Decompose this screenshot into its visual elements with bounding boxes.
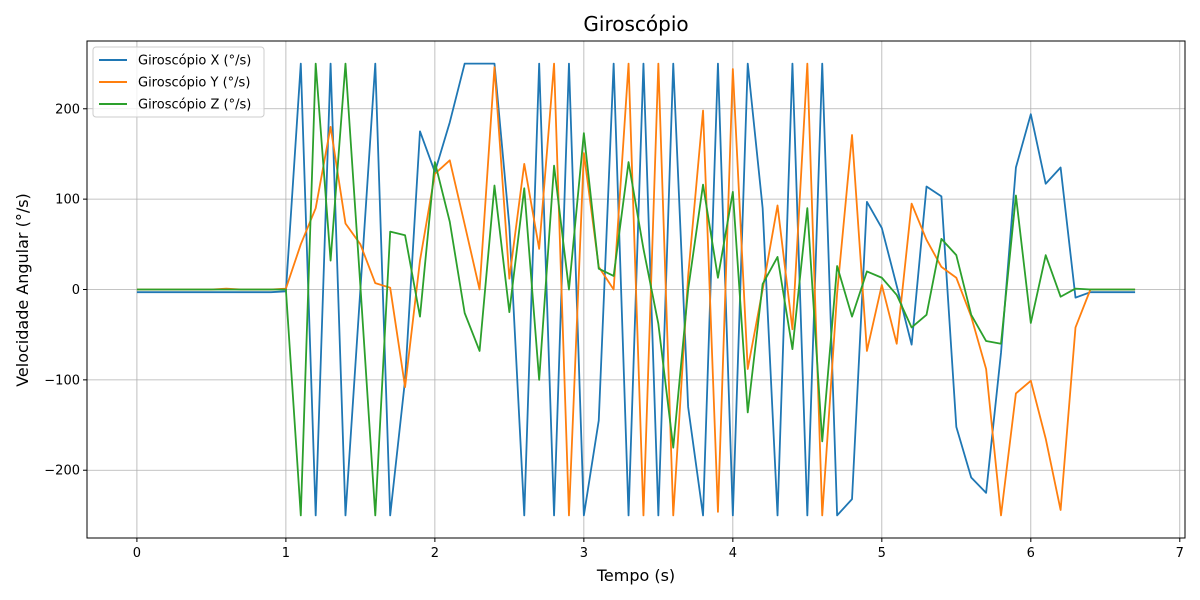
y-tick-label: −200 — [44, 464, 80, 479]
x-tick-label: 0 — [133, 546, 141, 561]
y-tick-label: 100 — [55, 193, 80, 208]
legend-label-girosc-pio-y-s: Giroscópio Y (°/s) — [138, 76, 250, 91]
x-tick-label: 5 — [878, 546, 886, 561]
legend-label-girosc-pio-x-s: Giroscópio X (°/s) — [138, 54, 251, 69]
ticks: 0 1 2 3 4 5 6 7 −200 −100 0 100 200 — [44, 102, 1184, 561]
series-lines — [136, 62, 1136, 517]
x-tick-label: 3 — [580, 546, 588, 561]
x-tick-label: 2 — [431, 546, 439, 561]
x-tick-label: 6 — [1027, 546, 1035, 561]
x-tick-label: 1 — [282, 546, 290, 561]
x-tick-label: 7 — [1176, 546, 1184, 561]
chart-title: Giroscópio — [583, 12, 688, 36]
legend-label-girosc-pio-z-s: Giroscópio Z (°/s) — [138, 98, 251, 113]
legend-entries: Giroscópio X (°/s) Giroscópio Y (°/s) Giro… — [99, 54, 251, 113]
y-tick-label: 200 — [55, 102, 80, 117]
series-line-girosc-pio-z-s — [136, 62, 1136, 517]
y-axis-title: Velocidade Angular (°/s) — [13, 193, 32, 387]
legend-box — [92, 46, 265, 118]
x-tick-label: 4 — [729, 546, 737, 561]
series-line-girosc-pio-y-s — [136, 62, 1136, 517]
y-tick-label: 0 — [72, 283, 80, 298]
y-tick-label: −100 — [44, 373, 80, 388]
legend: Giroscópio X (°/s) Giroscópio Y (°/s) Giro… — [92, 46, 265, 118]
x-axis-title: Tempo (s) — [596, 566, 675, 585]
